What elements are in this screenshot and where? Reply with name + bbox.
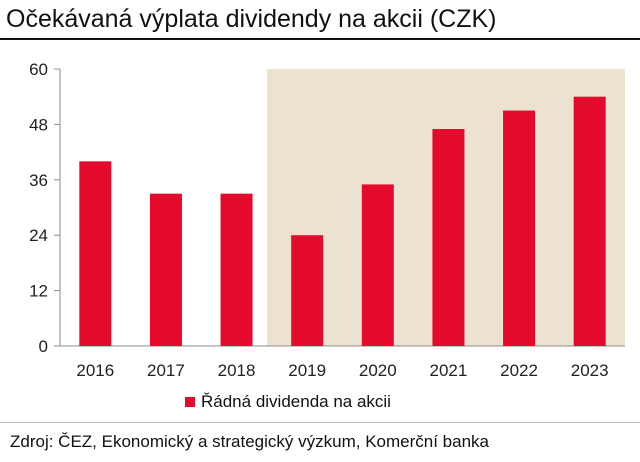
x-tick-label-2018: 2018	[218, 361, 256, 380]
bar-2021	[432, 129, 465, 346]
legend-label: Řádná dividenda na akcii	[201, 392, 391, 411]
bar-chart: 0 12 24 36 48 60 2016 2017 2018 2019 2020 2021 2022 2…	[29, 60, 625, 380]
x-tick-label-2021: 2021	[430, 361, 468, 380]
x-tick-label-2016: 2016	[76, 361, 114, 380]
y-tick-label: 60	[29, 60, 48, 79]
bar-2019	[291, 235, 324, 346]
footer-divider	[0, 422, 640, 423]
x-tick-label-2019: 2019	[288, 361, 326, 380]
y-tick-label: 12	[29, 282, 48, 301]
bar-2016	[79, 161, 112, 346]
x-tick-label-2023: 2023	[571, 361, 609, 380]
y-tick-label: 24	[29, 226, 48, 245]
chart-title: Očekávaná výplata dividendy na akcii (CZ…	[6, 5, 497, 33]
title-divider	[0, 38, 640, 40]
bar-2020	[361, 184, 394, 346]
x-tick-label-2020: 2020	[359, 361, 397, 380]
bar-2022	[503, 110, 536, 346]
source-note: Zdroj: ČEZ, Ekonomický a strategický výz…	[10, 432, 489, 451]
y-tick-label: 48	[29, 115, 48, 134]
bar-2017	[149, 193, 182, 346]
x-tick-label-2022: 2022	[500, 361, 538, 380]
x-tick-label-2017: 2017	[147, 361, 185, 380]
y-tick-label: 0	[39, 337, 48, 356]
bar-2018	[220, 193, 253, 346]
chart-legend: Řádná dividenda na akcii	[185, 392, 391, 412]
y-tick-label: 36	[29, 171, 48, 190]
legend-swatch	[185, 397, 195, 407]
bar-2023	[573, 96, 606, 346]
